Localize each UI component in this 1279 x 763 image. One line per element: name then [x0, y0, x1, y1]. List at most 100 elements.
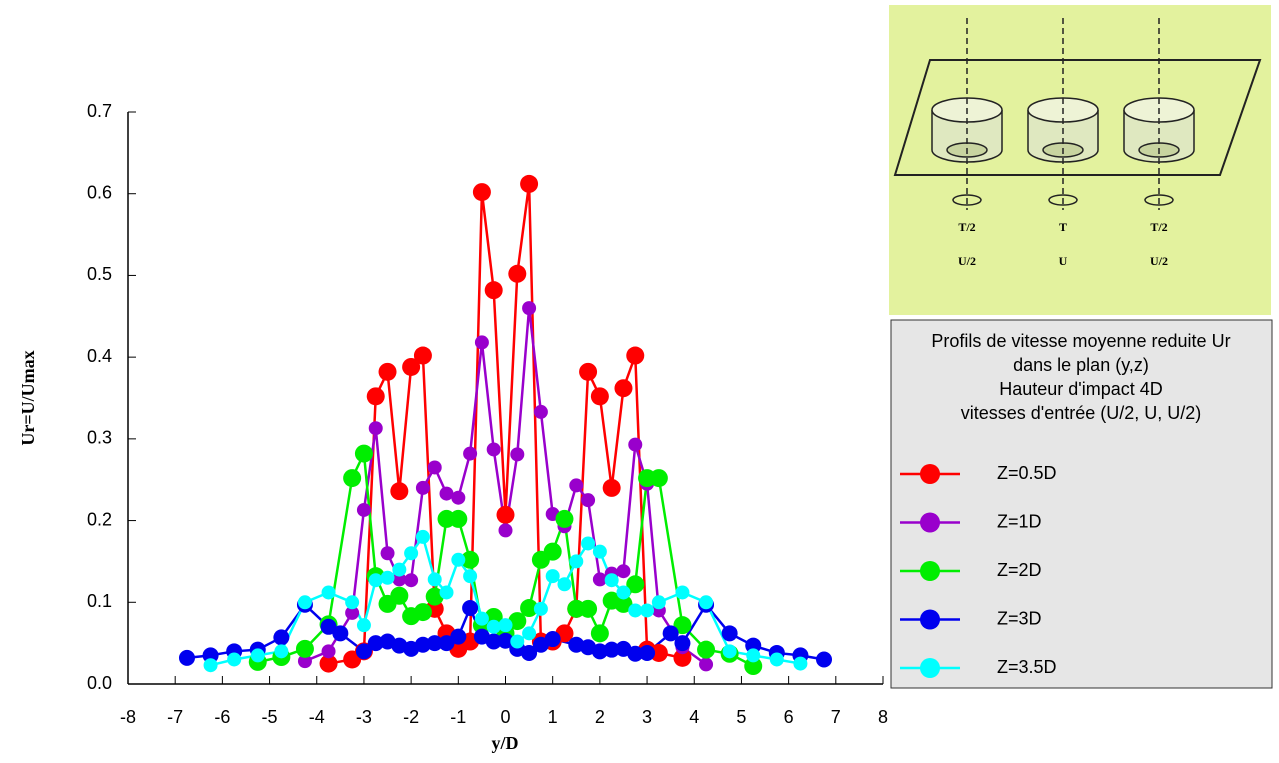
inset-diagram	[889, 5, 1271, 315]
legend-box	[890, 319, 1273, 689]
legend-title: dans le plan (y,z)	[1013, 355, 1149, 375]
data-point	[356, 502, 371, 517]
x-tick-label: 2	[595, 707, 605, 727]
data-point	[404, 573, 419, 588]
data-point	[545, 569, 560, 584]
data-point	[628, 603, 643, 618]
x-tick-label: -7	[167, 707, 183, 727]
data-point	[392, 562, 407, 577]
data-point	[474, 335, 489, 350]
data-point	[427, 572, 442, 587]
x-tick-label: -1	[450, 707, 466, 727]
legend-swatch-marker	[920, 512, 940, 533]
inset-label: T/2	[1150, 220, 1167, 234]
data-point	[640, 603, 655, 618]
data-point	[614, 379, 633, 398]
data-point	[649, 643, 668, 662]
data-point	[592, 544, 607, 559]
data-point	[356, 618, 371, 633]
legend-title: Profils de vitesse moyenne reduite Ur	[931, 331, 1230, 351]
data-point	[722, 644, 737, 659]
data-point	[591, 643, 608, 660]
x-tick-label: 3	[642, 707, 652, 727]
data-point	[378, 362, 397, 381]
data-point	[321, 585, 336, 600]
inset-label: T	[1059, 220, 1067, 234]
data-point	[604, 573, 619, 588]
data-point	[413, 346, 432, 365]
data-point	[544, 631, 561, 648]
data-point	[626, 346, 645, 365]
x-tick-label: -2	[403, 707, 419, 727]
data-point	[450, 628, 467, 645]
data-point	[486, 442, 501, 457]
data-point	[439, 486, 454, 501]
data-point	[508, 612, 527, 631]
legend-swatch-marker	[920, 561, 940, 581]
rotation-arrow	[1144, 194, 1174, 206]
data-point	[451, 490, 466, 505]
data-point	[178, 649, 195, 666]
data-point	[543, 542, 562, 561]
data-point	[250, 648, 265, 663]
data-point	[662, 625, 679, 642]
data-point	[616, 564, 631, 579]
x-tick-label: -3	[356, 707, 372, 727]
y-tick-label: 0.1	[87, 591, 112, 611]
x-axis-label: y/D	[492, 733, 519, 753]
x-tick-label: -6	[214, 707, 230, 727]
data-point	[649, 469, 668, 488]
plane	[893, 59, 1262, 176]
data-point	[699, 657, 714, 672]
data-point	[674, 635, 691, 652]
data-point	[425, 587, 444, 606]
data-point	[368, 573, 383, 588]
data-point	[319, 654, 338, 673]
data-point	[439, 585, 454, 600]
data-point	[590, 387, 609, 406]
y-tick-label: 0.0	[87, 673, 112, 693]
rotation-arrow	[952, 194, 982, 206]
data-point	[462, 600, 479, 617]
data-point	[414, 636, 431, 653]
data-point	[675, 585, 690, 600]
x-tick-label: 6	[784, 707, 794, 727]
data-point	[484, 281, 503, 300]
data-point	[366, 387, 385, 406]
data-point	[522, 301, 537, 316]
legend-label: Z=3.5D	[997, 657, 1057, 677]
data-point	[463, 569, 478, 584]
data-point	[332, 625, 349, 642]
data-point	[203, 658, 218, 673]
inset-label: U/2	[1150, 254, 1168, 268]
data-point	[498, 618, 513, 633]
rotation-arrow	[1048, 194, 1078, 206]
data-point	[438, 635, 455, 652]
data-point	[520, 174, 539, 193]
data-point	[510, 447, 525, 462]
data-point	[390, 482, 409, 501]
data-point	[427, 460, 442, 475]
legend-swatch-marker	[920, 658, 940, 678]
data-point	[426, 635, 443, 652]
legend-label: Z=0.5D	[997, 463, 1057, 483]
data-point	[402, 357, 421, 376]
data-point	[520, 599, 539, 618]
x-tick-label: 4	[689, 707, 699, 727]
data-point	[392, 572, 407, 587]
data-point	[628, 437, 643, 452]
data-point	[486, 619, 501, 634]
data-point	[497, 632, 514, 649]
data-point	[581, 493, 596, 508]
data-point	[697, 640, 716, 659]
inset-label: U	[1059, 254, 1068, 268]
data-point	[508, 264, 527, 283]
data-point	[673, 616, 692, 635]
data-point	[651, 595, 666, 610]
data-point	[626, 575, 645, 594]
data-point	[602, 478, 621, 497]
data-point	[616, 585, 631, 600]
data-point	[345, 595, 360, 610]
data-point	[569, 554, 584, 569]
